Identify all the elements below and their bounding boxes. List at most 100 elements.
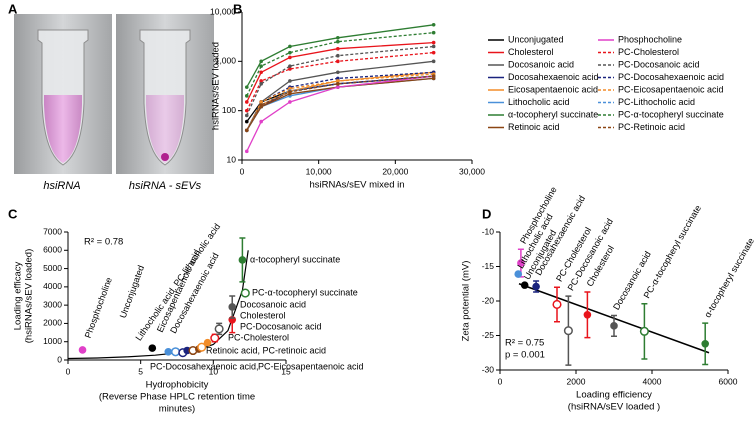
y-tick-label: -30 (482, 364, 495, 374)
data-point (259, 59, 263, 64)
series-line (246, 75, 434, 131)
legend-label: Eicosapentaenoic acid (508, 84, 598, 94)
y-tick-label: 1000 (43, 336, 62, 346)
point-annotation: PC-Docosanoic acid (240, 321, 322, 331)
data-point (431, 74, 436, 78)
legend-label: PC-α-tocopheryl succinate (618, 109, 724, 119)
panel-letter: D (482, 206, 491, 221)
x-tick-label: 0 (66, 366, 71, 376)
data-point (336, 76, 340, 81)
legend-label: PC-Docosahexaenoic acid (618, 72, 724, 82)
data-point (259, 70, 263, 75)
point-annotation: PC-α-tocopheryl succinate (252, 287, 358, 297)
series-line (246, 51, 434, 111)
data-point (244, 85, 249, 89)
x-tick-label: 2000 (567, 376, 586, 386)
y-tick-label: -25 (482, 330, 495, 340)
data-point (288, 64, 292, 68)
legend-label: Phosphocholine (618, 34, 682, 44)
x-tick-label: 20,000 (382, 166, 408, 176)
data-point (259, 82, 263, 86)
legend-label: PC-Lithocholic acid (618, 97, 695, 107)
x-tick-label: 15 (281, 366, 291, 376)
data-point (203, 338, 212, 347)
y-axis-label: Zeta potential (mV) (461, 261, 472, 342)
x-tick-label: 0 (498, 376, 503, 386)
y-tick-label: 7000 (43, 226, 62, 236)
data-point (336, 35, 340, 40)
photo-caption: hsiRNA (43, 180, 80, 192)
data-point (197, 342, 207, 352)
x-axis-label: Loading efficiency (576, 390, 652, 401)
photo (14, 14, 214, 174)
data-point (244, 119, 249, 124)
data-point (520, 281, 529, 289)
legend-label: PC-Retinoic acid (618, 122, 685, 132)
data-point (210, 333, 220, 343)
y-tick-label: 3000 (43, 299, 62, 309)
data-point (259, 103, 263, 107)
legend-label: PC-Docosanoic acid (618, 59, 700, 69)
photo-caption: hsiRNA - sEVs (129, 180, 202, 192)
y-tick-label: 4000 (43, 281, 62, 291)
x-axis-label: hsiRNAs/sEV mixed in (309, 180, 404, 191)
point-annotation: PC-Docosahexaenoic acid, (150, 361, 259, 371)
legend-label: Retinoic acid (508, 122, 560, 132)
data-point (336, 85, 340, 89)
series-line (246, 32, 434, 97)
series-line (246, 75, 434, 152)
point-annotation: Unconjugated (118, 264, 146, 320)
data-point (517, 259, 525, 267)
legend-label: Docosanoic acid (508, 59, 574, 69)
data-point (431, 23, 436, 27)
point-annotation: Retinoic acid, PC-retinoic acid (206, 345, 326, 355)
x-tick-label: 6000 (719, 376, 738, 386)
x-tick-label: 4000 (643, 376, 662, 386)
y-axis-label: (hsiRNAs/sEV loaded) (24, 249, 35, 344)
y-tick-label: 1,000 (215, 56, 237, 66)
data-point (78, 346, 87, 354)
data-point (336, 59, 340, 64)
y-tick-label: 10 (227, 154, 237, 164)
legend-label: Lithocholic acid (508, 97, 570, 107)
data-point (244, 128, 249, 133)
stat-label: R² = 0.78 (84, 237, 123, 248)
series-line (246, 75, 434, 131)
data-point (259, 100, 263, 104)
data-point (288, 67, 292, 71)
data-point (336, 82, 340, 86)
legend-label: Docosahexaenoic acid (508, 72, 599, 82)
data-point (259, 64, 263, 68)
stat-label: p = 0.001 (505, 350, 545, 361)
data-point (336, 70, 340, 75)
point-label: α-tocopheryl succinate (702, 236, 754, 319)
point-label: PC-α-tocopheryl succinate (642, 203, 704, 300)
data-point (431, 50, 436, 55)
y-tick-label: -10 (482, 226, 495, 236)
data-point (288, 79, 292, 83)
data-point (170, 347, 181, 357)
panel-letter: A (8, 1, 18, 16)
data-point (164, 347, 173, 356)
point-annotation: Cholesterol (240, 310, 286, 320)
data-point (336, 53, 340, 58)
y-tick-label: 5000 (43, 263, 62, 273)
data-point (701, 339, 709, 348)
y-axis-label: Loading efficacy (13, 262, 24, 331)
data-point (431, 59, 436, 64)
data-point (244, 94, 249, 98)
data-point (288, 50, 292, 55)
x-axis-label: minutes) (159, 404, 195, 415)
point-annotation: PC-Eicosapentaenoic acid (258, 361, 364, 371)
data-point (214, 324, 224, 334)
series-line (246, 73, 434, 131)
data-point (431, 30, 436, 35)
point-annotation: PC-Cholesterol (228, 332, 289, 342)
data-point (288, 90, 292, 94)
data-point (583, 311, 592, 319)
data-point (259, 119, 263, 124)
y-tick-label: -20 (482, 295, 495, 305)
data-point (240, 288, 250, 298)
data-point (514, 270, 523, 278)
